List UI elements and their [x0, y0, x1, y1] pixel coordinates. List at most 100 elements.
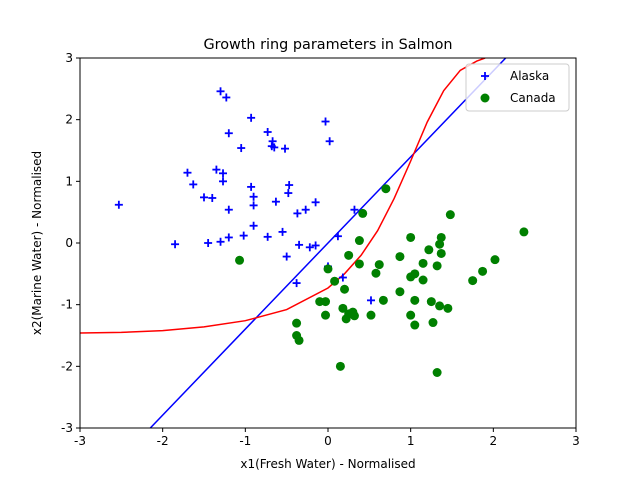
y-tick-label: -3 [61, 421, 73, 435]
alaska-point [204, 239, 213, 247]
alaska-point [247, 113, 256, 122]
alaska-point [189, 180, 198, 189]
canada-point [349, 311, 359, 321]
alaska-point [321, 117, 330, 126]
canada-point [435, 301, 445, 311]
legend-marker-alaska [481, 72, 489, 80]
canada-point [358, 208, 368, 218]
alaska-point [212, 165, 221, 174]
canada-point [418, 258, 428, 268]
canada-point [519, 227, 529, 237]
y-tick-label: 2 [65, 113, 73, 127]
alaska-point [249, 201, 258, 210]
alaska-point [224, 205, 233, 214]
alaska-point [263, 232, 272, 241]
legend-marker-canada [480, 93, 490, 103]
x-tick-label: 3 [572, 434, 580, 448]
y-axis-label: x2(Marine Water) - Normalised [30, 151, 44, 335]
alaska-point [271, 197, 280, 206]
canada-point [321, 310, 331, 320]
canada-point [338, 303, 348, 313]
x-tick-label: -2 [157, 434, 169, 448]
canada-point [490, 255, 500, 265]
canada-point [381, 184, 391, 194]
alaska-point [239, 231, 248, 240]
alaska-point [171, 240, 180, 249]
alaska-point [247, 182, 256, 191]
legend-marker-alaska [481, 72, 489, 80]
canada-point [410, 320, 420, 330]
alaska-point [219, 177, 228, 186]
legend-label-alaska: Alaska [510, 69, 549, 83]
y-tick-label: 3 [65, 51, 73, 65]
data-points [114, 87, 529, 377]
alaska-point [281, 144, 290, 153]
alaska-point [311, 241, 320, 250]
canada-point [292, 318, 302, 328]
canada-point [335, 361, 345, 371]
y-tick-label: -2 [61, 359, 73, 373]
canada-point [366, 310, 376, 320]
canada-point [294, 335, 304, 345]
x-tick-label: 0 [324, 434, 332, 448]
canada-point [406, 232, 416, 242]
canada-point [432, 261, 442, 271]
canada-point [395, 252, 405, 262]
canada-point [340, 284, 350, 294]
alaska-point [338, 273, 347, 282]
alaska-point [270, 143, 279, 152]
alaska-point [295, 240, 304, 249]
alaska-point [285, 181, 294, 190]
alaska-point [293, 209, 302, 218]
alaska-point [305, 243, 314, 252]
y-tick-label: 1 [65, 174, 73, 188]
alaska-point [237, 144, 246, 153]
y-tick-label: -1 [61, 298, 73, 312]
x-tick-label: -3 [74, 434, 86, 448]
alaska-point [263, 128, 272, 136]
alaska-point [224, 233, 233, 242]
canada-point [374, 260, 384, 270]
decision-boundaries [80, 58, 507, 428]
alaska-point [224, 129, 233, 138]
canada-point [410, 269, 420, 279]
canada-point [235, 255, 245, 265]
alaska-point [333, 232, 342, 241]
x-axis-ticks: -3 -2 -1 0 1 2 3 [74, 428, 580, 448]
canada-point [435, 239, 445, 249]
canada-point [428, 318, 438, 328]
canada-point [468, 276, 478, 286]
alaska-point [208, 193, 217, 202]
alaska-point [249, 192, 258, 201]
canada-point [371, 268, 381, 278]
alaska-point [284, 189, 293, 198]
alaska-point [366, 296, 375, 305]
canada-point [321, 297, 331, 307]
legend-label-canada: Canada [510, 91, 556, 105]
alaska-point [311, 198, 320, 207]
alaska-point [183, 168, 192, 177]
canada-point [424, 245, 434, 255]
canada-point [436, 232, 446, 242]
canada-point [432, 368, 442, 377]
alaska-point [292, 279, 301, 288]
alaska-point [114, 200, 123, 209]
alaska-point [200, 193, 208, 202]
x-tick-label: 1 [407, 434, 415, 448]
alaska-point [268, 137, 277, 146]
alaska-point [216, 87, 225, 96]
alaska-point [282, 252, 291, 261]
alaska-point [325, 137, 334, 146]
linear-boundary-line [149, 58, 507, 428]
y-tick-label: 0 [65, 236, 73, 250]
curved-boundary-line [80, 58, 486, 334]
legend-marker-canada [480, 93, 490, 103]
legend-box [465, 63, 570, 112]
canada-point [378, 295, 388, 305]
canada-point [330, 276, 340, 286]
canada-point [478, 266, 488, 276]
alaska-point [278, 227, 287, 236]
canada-point [354, 236, 364, 246]
canada-point [354, 259, 364, 269]
canada-point [323, 264, 333, 274]
